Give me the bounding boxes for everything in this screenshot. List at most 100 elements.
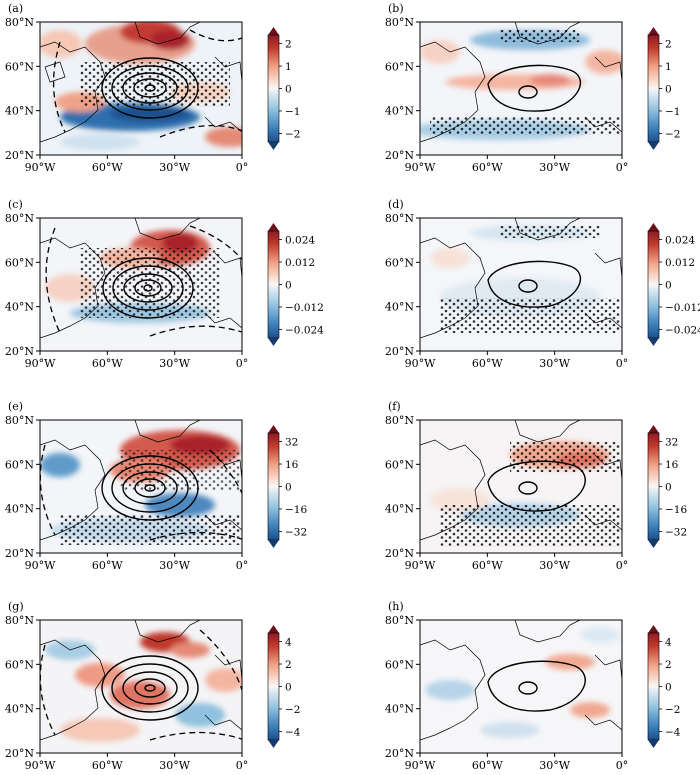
panel-label: (c) [8, 198, 23, 211]
panel-label: (h) [388, 600, 404, 613]
colorbar-tick-label: 1 [665, 61, 672, 73]
lat-tick-label: 40°N [5, 503, 34, 516]
colorbar-extend-bottom [648, 540, 659, 548]
colorbar [647, 230, 660, 339]
panel-axes-0: 20°N 40°N 60°N 80°N 90°W 60°W 30°W 0° 2 1 0 −1 −2 [5, 16, 301, 174]
lon-tick-label: 90°W [25, 559, 56, 572]
colorbar-tick-label: 16 [665, 459, 679, 471]
colorbar-tick-label: −32 [285, 526, 307, 538]
lon-tick-label: 60°W [92, 759, 123, 772]
colorbar-extend-top [268, 425, 279, 433]
colorbar-tick-label: −1 [665, 106, 680, 118]
lat-tick-label: 40°N [385, 503, 414, 516]
colorbar-tick-label: 2 [285, 659, 292, 671]
colorbar-tick-label: 0.024 [665, 235, 695, 247]
lat-tick-label: 20°N [5, 149, 34, 162]
colorbar-extend-bottom [268, 338, 279, 346]
colorbar-extend-top [268, 223, 279, 231]
lon-tick-label: 90°W [25, 357, 56, 370]
lat-tick-label: 40°N [385, 301, 414, 314]
lat-tick-label: 40°N [5, 703, 34, 716]
colorbar-tick-label: −2 [285, 128, 300, 140]
colorbar-tick-label: 0.012 [285, 257, 315, 269]
lon-tick-label: 90°W [405, 559, 436, 572]
colorbar-tick-label: 0 [285, 482, 292, 494]
lat-tick-label: 80°N [5, 414, 34, 427]
lat-tick-label: 60°N [5, 658, 34, 671]
colorbar-extend-top [648, 425, 659, 433]
colorbar [267, 432, 280, 541]
lon-tick-label: 60°W [92, 559, 123, 572]
lat-tick-label: 20°N [385, 149, 414, 162]
colorbar-extend-top [648, 27, 659, 35]
lat-tick-label: 40°N [385, 703, 414, 716]
panel-axes-4: 20°N 40°N 60°N 80°N 90°W 60°W 30°W 0° 32 16 0 −16 −3… [5, 414, 308, 572]
colorbar [647, 432, 660, 541]
colorbar-tick-label: 0.024 [285, 235, 315, 247]
lon-tick-label: 90°W [25, 161, 56, 174]
lat-tick-label: 60°N [5, 458, 34, 471]
lon-tick-label: 0° [616, 357, 629, 370]
colorbar-tick-label: 2 [285, 39, 292, 51]
colorbar-tick-label: 0 [285, 280, 292, 292]
colorbar-tick-label: −4 [285, 726, 301, 738]
colorbar-extend-bottom [648, 338, 659, 346]
lon-tick-label: 90°W [405, 357, 436, 370]
panel-label: (b) [388, 2, 404, 15]
colorbar [267, 632, 280, 741]
panel-label: (f) [388, 400, 401, 413]
colorbar-extend-bottom [268, 142, 279, 150]
colorbar-tick-label: 0 [665, 682, 672, 694]
lat-tick-label: 60°N [5, 256, 34, 269]
colorbar-tick-label: −0.024 [285, 324, 324, 336]
lon-tick-label: 60°W [92, 357, 123, 370]
lat-tick-label: 80°N [385, 16, 414, 29]
colorbar-tick-label: 32 [285, 437, 298, 449]
lat-tick-label: 60°N [385, 458, 414, 471]
lat-tick-label: 20°N [5, 747, 34, 760]
lon-tick-label: 60°W [472, 759, 503, 772]
colorbar-tick-label: 2 [665, 39, 672, 51]
lat-tick-label: 40°N [5, 301, 34, 314]
colorbar-tick-label: 0 [285, 84, 292, 96]
lon-tick-label: 0° [236, 161, 249, 174]
panel-f: (f) [388, 400, 623, 554]
colorbar-tick-label: −4 [665, 726, 681, 738]
lon-tick-label: 90°W [25, 759, 56, 772]
colorbar-extend-bottom [648, 740, 659, 748]
lon-tick-label: 60°W [472, 161, 503, 174]
colorbar [267, 34, 280, 143]
lon-tick-label: 60°W [472, 357, 503, 370]
panel-a: (a) [8, 2, 243, 156]
lon-tick-label: 0° [616, 759, 629, 772]
lon-tick-label: 30°W [159, 759, 190, 772]
lon-tick-label: 30°W [159, 161, 190, 174]
lat-tick-label: 60°N [385, 60, 414, 73]
colorbar-tick-label: 0 [285, 682, 292, 694]
lat-tick-label: 80°N [385, 614, 414, 627]
lon-tick-label: 30°W [539, 559, 570, 572]
colorbar-tick-label: −16 [285, 504, 307, 516]
lat-tick-label: 80°N [5, 212, 34, 225]
panel-axes-5: 20°N 40°N 60°N 80°N 90°W 60°W 30°W 0° 32 16 0 −16 −3… [385, 414, 688, 572]
colorbar-extend-top [268, 625, 279, 633]
lat-tick-label: 80°N [5, 16, 34, 29]
colorbar-tick-label: 32 [665, 437, 678, 449]
colorbar-tick-label: −0.024 [665, 324, 700, 336]
panel-c: (c) [8, 198, 243, 352]
lon-tick-label: 0° [616, 161, 629, 174]
colorbar-extend-top [268, 27, 279, 35]
colorbar-tick-label: −2 [665, 128, 680, 140]
panel-e: (e) [8, 400, 243, 554]
lon-tick-label: 0° [236, 357, 249, 370]
lon-tick-label: 30°W [159, 357, 190, 370]
lat-tick-label: 20°N [385, 345, 414, 358]
colorbar-tick-label: 0 [665, 280, 672, 292]
panel-axes-3: 20°N 40°N 60°N 80°N 90°W 60°W 30°W 0° 0.024 0.012… [385, 212, 700, 370]
lon-tick-label: 30°W [539, 357, 570, 370]
lat-tick-label: 20°N [5, 345, 34, 358]
lon-tick-label: 0° [616, 559, 629, 572]
colorbar-extend-bottom [648, 142, 659, 150]
panel-axes-7: 20°N 40°N 60°N 80°N 90°W 60°W 30°W 0° 4 2 0 −2 −4 [385, 614, 681, 772]
